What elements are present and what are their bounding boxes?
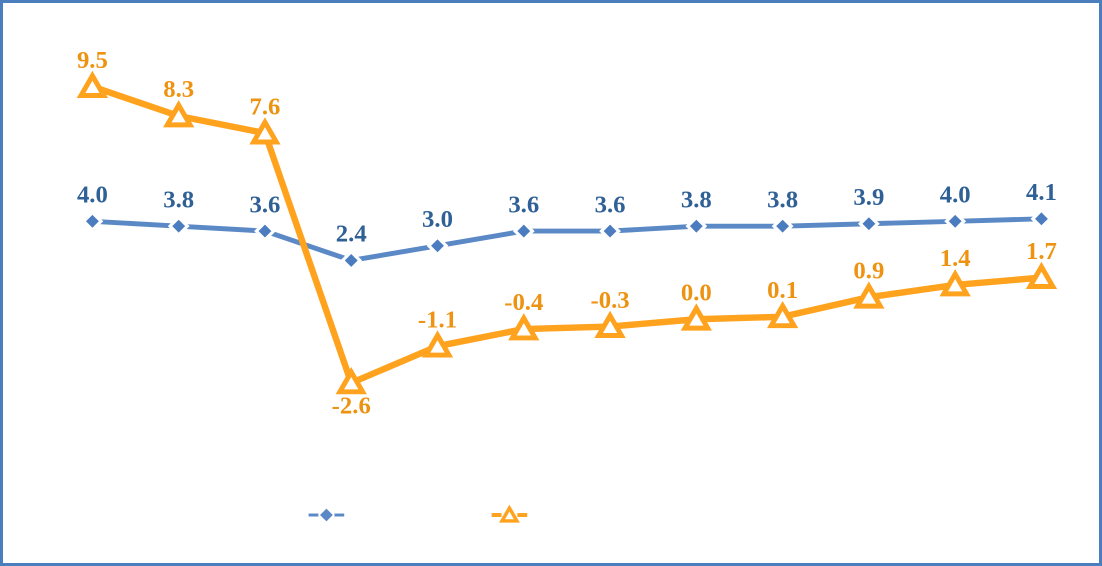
orange-triangle-series-marker: [680, 303, 712, 331]
diamond-marker-core: [431, 239, 444, 253]
legend-triangle-marker: [499, 504, 520, 523]
orange-triangle-series-marker: [766, 300, 799, 329]
diamond-marker-core: [258, 224, 272, 238]
orange-triangle-series-marker: [335, 367, 367, 395]
triangle-marker-core: [766, 300, 799, 329]
diamond-marker-core: [344, 254, 358, 267]
orange-triangle-series-marker: [163, 100, 195, 128]
blue-diamond-series-marker: [944, 210, 967, 233]
blue-diamond-series-marker: [1030, 207, 1053, 230]
data-label: 2.4: [336, 221, 367, 248]
data-label: 3.6: [250, 191, 281, 218]
orange-triangle-series-marker: [508, 313, 540, 341]
data-label: 4.0: [940, 181, 971, 208]
blue-diamond-series-marker: [771, 215, 794, 238]
blue-diamond-series-marker: [512, 220, 535, 242]
blue-diamond-series-marker: [599, 220, 621, 242]
data-label: 3.8: [767, 186, 798, 213]
data-label: 1.7: [1026, 238, 1057, 265]
data-label: 0.9: [853, 257, 884, 284]
data-label: -0.3: [590, 287, 629, 314]
orange-triangle-series-marker: [594, 310, 626, 338]
orange-triangle-series-marker: [853, 281, 885, 309]
data-label: 9.5: [77, 47, 108, 74]
data-label: 3.0: [422, 206, 453, 233]
diamond-marker-core: [862, 217, 876, 231]
data-label: 0.0: [681, 279, 712, 306]
legend-entry-blue-series: [308, 506, 345, 524]
data-label: 3.8: [681, 186, 712, 213]
data-label: 3.9: [853, 184, 884, 211]
data-label: 3.6: [508, 191, 539, 218]
legend-diamond-marker: [317, 506, 335, 524]
data-label: -0.4: [504, 289, 543, 316]
triangle-marker-core: [163, 100, 195, 128]
blue-diamond-series-marker: [254, 220, 276, 242]
data-label: 7.6: [250, 93, 281, 120]
orange-triangle-series-marker: [939, 269, 971, 297]
data-label: 3.8: [163, 186, 194, 213]
line-chart: 4.0 3.8 3.6 2.4 3.0 3.6 3.6 3.8 3.8 3.9 4.0 4.1 9.5 8…: [76, 47, 1058, 524]
orange-triangle-series-line: [89, 83, 1045, 387]
triangle-marker-core: [249, 117, 281, 145]
blue-diamond-series-marker: [858, 212, 880, 235]
data-label: 0.1: [767, 277, 798, 304]
triangle-marker-core: [594, 310, 626, 338]
triangle-marker-core: [1025, 261, 1058, 289]
blue-diamond-series-marker: [167, 215, 190, 238]
data-label: -2.6: [332, 393, 371, 420]
blue-diamond-series-marker: [340, 249, 363, 272]
triangle-marker-core: [508, 313, 540, 341]
data-label: 4.0: [77, 181, 108, 208]
blue-diamond-series-marker: [685, 215, 708, 238]
data-label: 4.1: [1026, 179, 1057, 206]
data-label: 3.6: [595, 191, 626, 218]
blue-diamond-series-marker: [426, 234, 449, 257]
diamond-marker-core: [1035, 212, 1048, 226]
data-label: -1.1: [418, 306, 457, 333]
triangle-marker-core: [335, 367, 367, 395]
triangle-marker-core: [939, 269, 971, 297]
blue-diamond-series-marker: [81, 210, 104, 233]
data-label: 1.4: [940, 245, 971, 272]
data-label: 8.3: [163, 76, 194, 103]
legend-entry-orange-series: [491, 504, 528, 523]
triangle-marker-core: [853, 281, 885, 309]
orange-triangle-series-marker: [421, 330, 454, 358]
orange-triangle-series-marker: [76, 70, 109, 98]
orange-triangle-series-marker: [249, 117, 281, 145]
triangle-marker-core: [680, 303, 712, 331]
orange-triangle-series-marker: [1025, 261, 1058, 289]
blue-diamond-series-line: [89, 216, 1044, 263]
triangle-marker-core: [421, 330, 454, 358]
triangle-marker-core: [76, 70, 109, 98]
